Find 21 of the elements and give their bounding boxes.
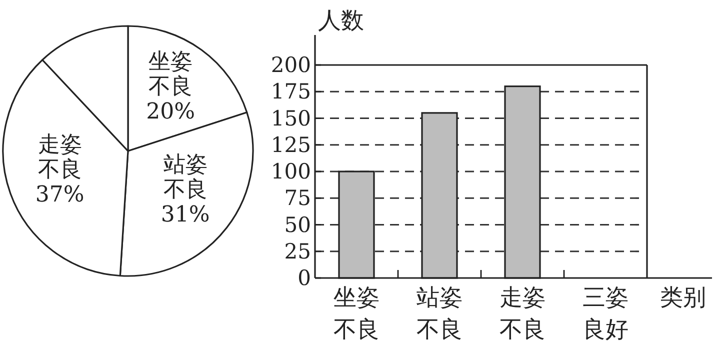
- y-tick-label: 25: [284, 239, 311, 264]
- data-label: 37%: [35, 182, 84, 208]
- y-tick-label: 200: [270, 53, 311, 77]
- slice-label: 站姿不良: [163, 152, 208, 202]
- x-tick-label: 走姿不良: [500, 285, 546, 343]
- y-tick-label: 125: [270, 132, 311, 157]
- slice-label: 走姿不良: [38, 132, 82, 183]
- y-tick-label: 50: [284, 212, 311, 237]
- x-tick-label: 坐姿不良: [334, 285, 380, 343]
- y-tick-label: 175: [270, 80, 311, 104]
- x-tick-label: 站姿不良: [416, 285, 462, 343]
- y-axis-title: 人数: [318, 8, 364, 34]
- y-tick-label: 100: [270, 160, 311, 184]
- slice-label: 坐姿不良: [148, 49, 193, 100]
- y-tick-label: 150: [270, 106, 311, 130]
- x-axis-title: 类别: [660, 285, 706, 311]
- x-tick-label: 三姿良好: [582, 285, 628, 343]
- y-tick-label: 75: [284, 186, 311, 210]
- y-tick-label: 0: [298, 266, 311, 290]
- data-label: 31%: [160, 202, 210, 228]
- data-label: 20%: [146, 99, 196, 124]
